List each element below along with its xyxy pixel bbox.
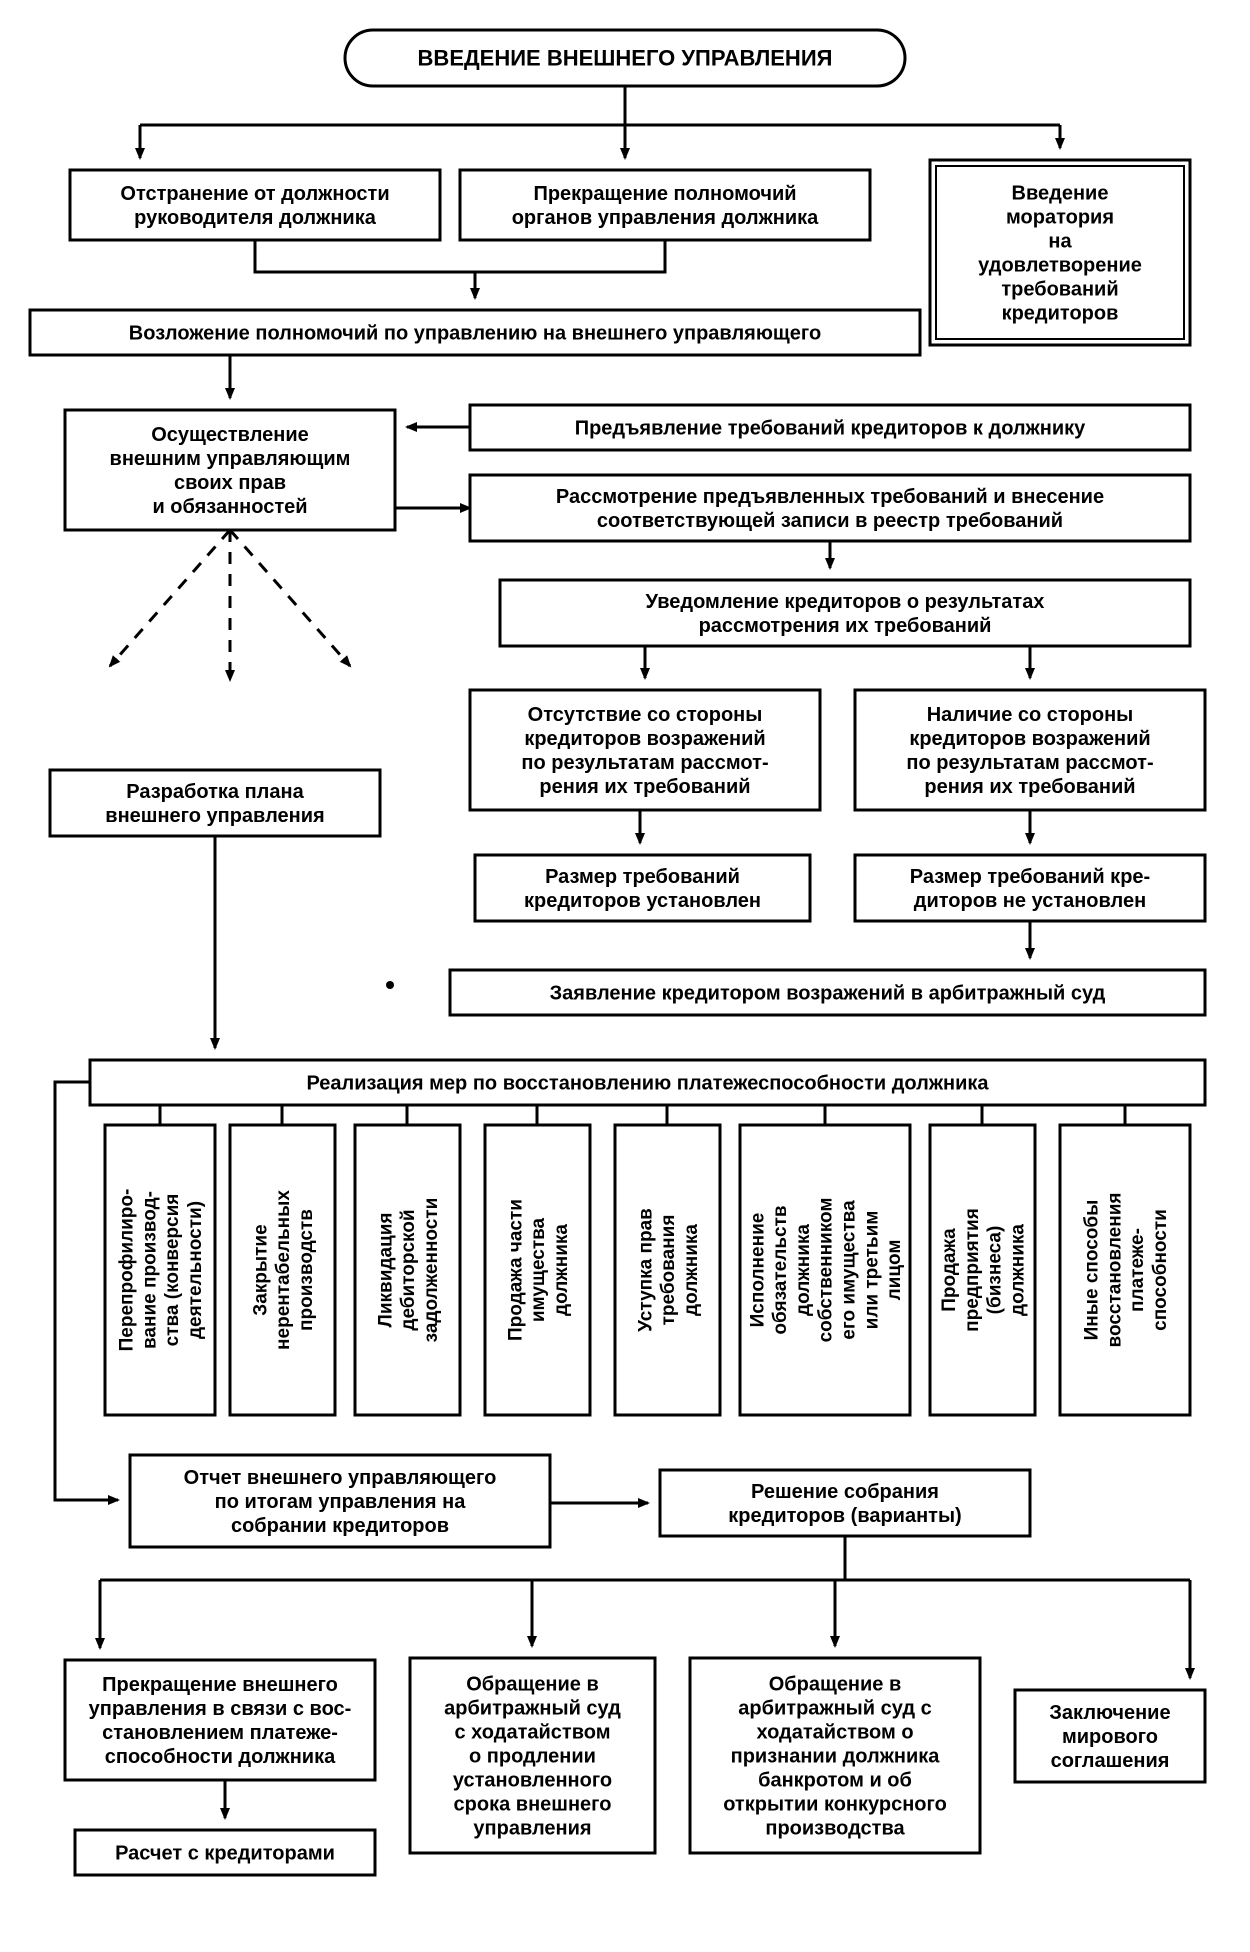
node-n2: Прекращение полномочийорганов управления… xyxy=(460,170,870,240)
svg-text:Возложение полномочий по управ: Возложение полномочий по управлению на в… xyxy=(129,323,821,345)
flowchart-diagram: ВВЕДЕНИЕ ВНЕШНЕГО УПРАВЛЕНИЯ Отстранение … xyxy=(0,0,1250,1952)
node-n21: Заключениемировогосоглашения xyxy=(1015,1690,1205,1782)
svg-text:Уступка правтребованиядолжника: Уступка правтребованиядолжника xyxy=(635,1208,702,1332)
svg-text:Ликвидациядебиторскойзадолженн: Ликвидациядебиторскойзадолженности xyxy=(375,1198,442,1343)
edge xyxy=(255,240,475,272)
svg-text:Предъявление требований кредит: Предъявление требований кредиторов к дол… xyxy=(575,418,1086,440)
node-n1: Отстранение от должностируководителя дол… xyxy=(70,170,440,240)
node-title: ВВЕДЕНИЕ ВНЕШНЕГО УПРАВЛЕНИЯ xyxy=(345,30,905,86)
edge xyxy=(110,530,230,666)
node-v3: Ликвидациядебиторскойзадолженности xyxy=(355,1125,460,1415)
node-n5: Осуществлениевнешним управляющимсвоих пр… xyxy=(65,410,395,530)
node-v6: Исполнениеобязательствдолжникасобственни… xyxy=(740,1125,910,1415)
node-n7: Рассмотрение предъявленных требований и … xyxy=(470,475,1190,541)
node-v7: Продажапредприятия(бизнеса)должника xyxy=(930,1125,1035,1415)
node-n16: Отчет внешнего управляющегопо итогам упр… xyxy=(130,1455,550,1547)
node-n10: Наличие со стороныкредиторов возраженийп… xyxy=(855,690,1205,810)
node-n14: Заявление кредитором возражений в арбитр… xyxy=(450,970,1205,1015)
node-n15: Реализация мер по восстановлению платеже… xyxy=(90,1060,1205,1105)
node-n11: Разработка планавнешнего управления xyxy=(50,770,380,836)
edge xyxy=(230,530,350,666)
node-v5: Уступка правтребованиядолжника xyxy=(615,1125,720,1415)
svg-text:Расчет с кредиторами: Расчет с кредиторами xyxy=(115,1843,335,1865)
svg-text:Обращение варбитражный судс хо: Обращение варбитражный судс ходатайством… xyxy=(444,1674,621,1840)
node-v4: Продажа частиимуществадолжника xyxy=(485,1125,590,1415)
node-n12: Размер требованийкредиторов установлен xyxy=(475,855,810,921)
node-v2: Закрытиенерентабельныхпроизводств xyxy=(230,1125,335,1415)
node-n9: Отсутствие со стороныкредиторов возражен… xyxy=(470,690,820,810)
node-n22: Расчет с кредиторами xyxy=(75,1830,375,1875)
node-n8: Уведомление кредиторов о результатахрасс… xyxy=(500,580,1190,646)
node-v8: Иные способывосстановленияплатеже-способ… xyxy=(1060,1125,1190,1415)
node-n13: Размер требований кре-диторов не установ… xyxy=(855,855,1205,921)
svg-text:Заявление кредитором возражени: Заявление кредитором возражений в арбитр… xyxy=(550,983,1106,1005)
svg-text:Заключениемировогосоглашения: Заключениемировогосоглашения xyxy=(1049,1702,1170,1772)
svg-text:Исполнениеобязательствдолжника: Исполнениеобязательствдолжникасобственни… xyxy=(747,1198,905,1343)
node-n18: Прекращение внешнегоуправления в связи с… xyxy=(65,1660,375,1780)
node-n6: Предъявление требований кредиторов к дол… xyxy=(470,405,1190,450)
node-n20: Обращение варбитражный суд сходатайством… xyxy=(690,1658,980,1853)
svg-text:Обращение варбитражный суд схо: Обращение варбитражный суд сходатайством… xyxy=(723,1674,947,1840)
node-v1: Перепрофилиро-вание производ-ства (конве… xyxy=(105,1125,215,1415)
node-n17: Решение собраниякредиторов (варианты) xyxy=(660,1470,1030,1536)
node-n19: Обращение варбитражный судс ходатайством… xyxy=(410,1658,655,1853)
svg-text:ВВЕДЕНИЕ ВНЕШНЕГО УПРАВЛЕНИЯ: ВВЕДЕНИЕ ВНЕШНЕГО УПРАВЛЕНИЯ xyxy=(418,46,833,71)
node-n4: Возложение полномочий по управлению на в… xyxy=(30,310,920,355)
svg-text:Перепрофилиро-вание производ-с: Перепрофилиро-вание производ-ства (конве… xyxy=(116,1189,205,1352)
svg-text:Реализация мер по восстановлен: Реализация мер по восстановлению платеже… xyxy=(306,1073,989,1095)
edge xyxy=(475,240,665,298)
node-n3: Введениемораториянаудовлетворениетребова… xyxy=(930,160,1190,345)
